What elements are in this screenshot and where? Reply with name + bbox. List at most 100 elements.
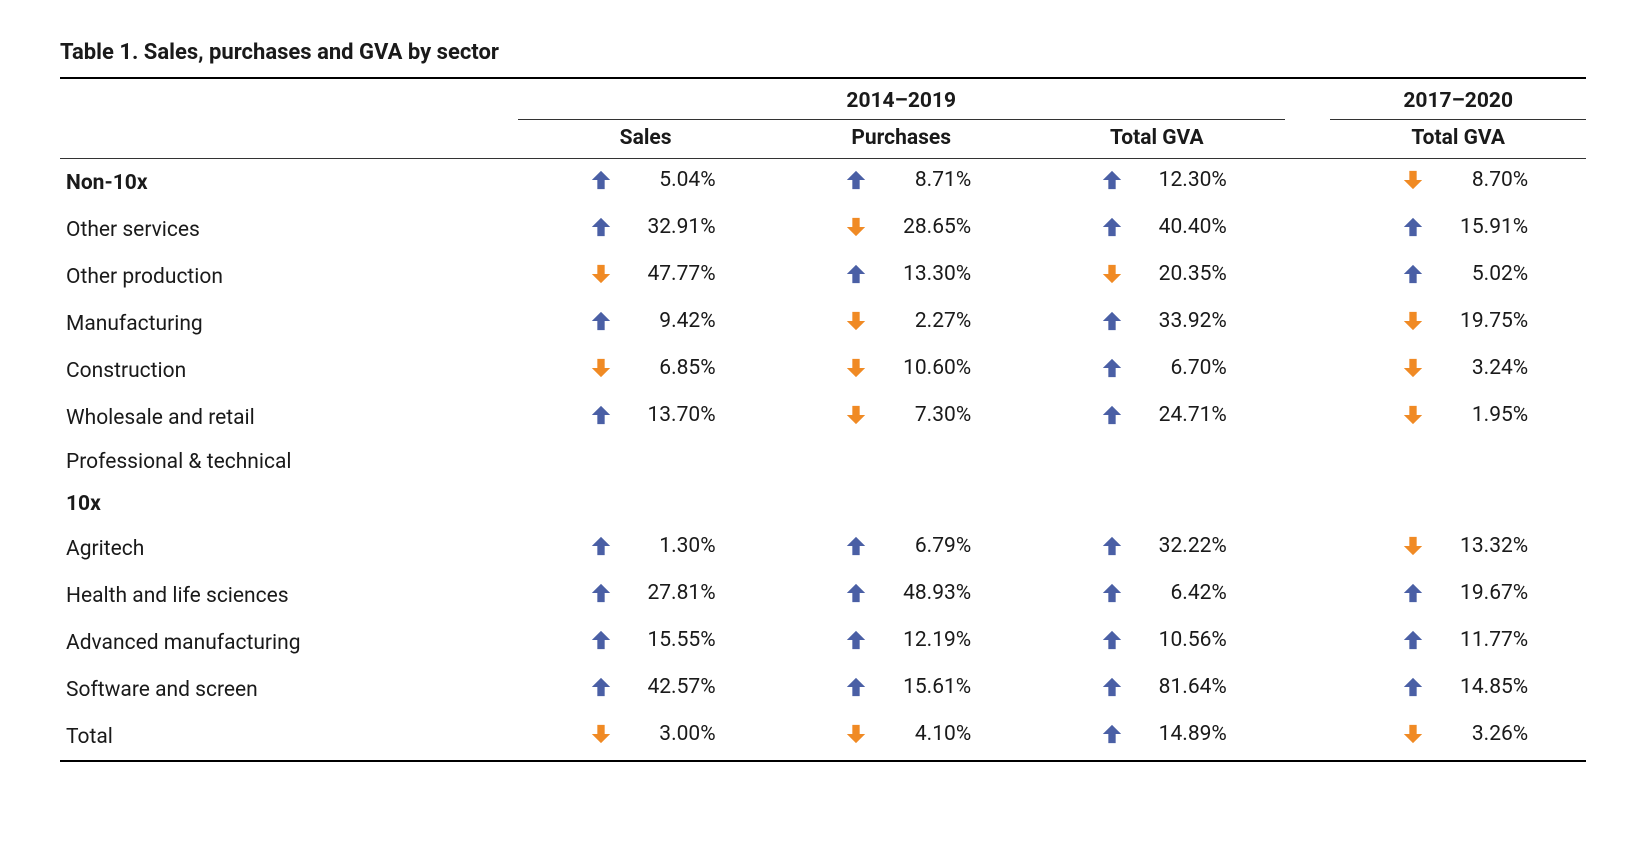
cell-sales: 15.55% bbox=[518, 619, 774, 666]
header-sector-blank bbox=[60, 120, 518, 159]
table-body: Non-10x5.04%8.71%12.30%8.70%Other servic… bbox=[60, 159, 1586, 762]
cell-gva-b: 14.85% bbox=[1330, 666, 1586, 713]
arrow-down-icon bbox=[1402, 169, 1424, 191]
cell-gva-b: 15.91% bbox=[1330, 206, 1586, 253]
cell-gva_a: 33.92% bbox=[1029, 300, 1285, 347]
arrow-down-icon bbox=[845, 404, 867, 426]
cell-purchases: 15.61% bbox=[773, 666, 1029, 713]
header-blank bbox=[60, 78, 518, 120]
row-spacer bbox=[1285, 394, 1331, 441]
cell-purchases: 13.30% bbox=[773, 253, 1029, 300]
arrow-up-icon bbox=[1101, 676, 1123, 698]
cell-gva-b: 19.67% bbox=[1330, 572, 1586, 619]
cell-value: 3.26% bbox=[1440, 722, 1528, 746]
row-spacer bbox=[1285, 713, 1331, 761]
row-spacer bbox=[1285, 347, 1331, 394]
row-spacer bbox=[1285, 253, 1331, 300]
arrow-up-icon bbox=[845, 169, 867, 191]
table-row: Other services32.91%28.65%40.40%15.91% bbox=[60, 206, 1586, 253]
arrow-up-icon bbox=[590, 582, 612, 604]
table-row: Manufacturing9.42%2.27% 33.92% 19.75% bbox=[60, 300, 1586, 347]
cell-value: 3.24% bbox=[1440, 356, 1528, 380]
arrow-up-icon bbox=[845, 263, 867, 285]
cell-value: 4.10% bbox=[883, 722, 971, 746]
row-label: Wholesale and retail bbox=[60, 394, 518, 441]
cell-value: 13.32% bbox=[1440, 534, 1528, 558]
cell-value: 19.67% bbox=[1440, 581, 1528, 605]
cell-purchases: 10.60% bbox=[773, 347, 1029, 394]
cell-value: 10.56% bbox=[1139, 628, 1227, 652]
cell-gva_a: 32.22% bbox=[1029, 525, 1285, 572]
arrow-up-icon bbox=[1101, 310, 1123, 332]
cell-value: 15.61% bbox=[883, 675, 971, 699]
cell-gva_a: 14.89% bbox=[1029, 713, 1285, 761]
cell-gva-b: 3.26% bbox=[1330, 713, 1586, 761]
header-gva-a: Total GVA bbox=[1029, 120, 1285, 159]
header-purchases: Purchases bbox=[773, 120, 1029, 159]
table-title: Table 1. Sales, purchases and GVA by sec… bbox=[60, 40, 1586, 65]
cell-purchases: 2.27% bbox=[773, 300, 1029, 347]
row-label: Total bbox=[60, 713, 518, 761]
cell-sales: 3.00% bbox=[518, 713, 774, 761]
cell-value: 1.95% bbox=[1440, 403, 1528, 427]
arrow-up-icon bbox=[590, 535, 612, 557]
cell-value: 28.65% bbox=[883, 215, 971, 239]
cell-value: 13.30% bbox=[883, 262, 971, 286]
arrow-down-icon bbox=[1101, 263, 1123, 285]
cell-value: 20.35% bbox=[1139, 262, 1227, 286]
arrow-up-icon bbox=[1101, 629, 1123, 651]
cell-sales bbox=[518, 483, 774, 525]
cell-gva-b: 11.77% bbox=[1330, 619, 1586, 666]
cell-value: 40.40% bbox=[1139, 215, 1227, 239]
cell-value: 48.93% bbox=[883, 581, 971, 605]
cell-value: 5.04% bbox=[628, 168, 716, 192]
cell-value: 5.02% bbox=[1440, 262, 1528, 286]
arrow-up-icon bbox=[590, 404, 612, 426]
cell-gva-b: 5.02% bbox=[1330, 253, 1586, 300]
cell-gva-b: 1.95% bbox=[1330, 394, 1586, 441]
row-spacer bbox=[1285, 666, 1331, 713]
cell-gva_a: 40.40% bbox=[1029, 206, 1285, 253]
cell-value: 12.30% bbox=[1139, 168, 1227, 192]
cell-value: 12.19% bbox=[883, 628, 971, 652]
arrow-down-icon bbox=[845, 216, 867, 238]
cell-value: 8.70% bbox=[1440, 168, 1528, 192]
cell-purchases: 6.79% bbox=[773, 525, 1029, 572]
header-spacer bbox=[1285, 78, 1331, 120]
arrow-up-icon bbox=[1101, 357, 1123, 379]
arrow-up-icon bbox=[1101, 582, 1123, 604]
table-row: Non-10x5.04%8.71%12.30%8.70% bbox=[60, 159, 1586, 207]
arrow-down-icon bbox=[845, 310, 867, 332]
cell-purchases bbox=[773, 483, 1029, 525]
arrow-up-icon bbox=[1101, 169, 1123, 191]
cell-value: 6.70% bbox=[1139, 356, 1227, 380]
cell-purchases: 48.93% bbox=[773, 572, 1029, 619]
arrow-down-icon bbox=[1402, 310, 1424, 332]
arrow-down-icon bbox=[1402, 535, 1424, 557]
row-spacer bbox=[1285, 441, 1331, 483]
cell-value: 32.22% bbox=[1139, 534, 1227, 558]
arrow-up-icon bbox=[590, 216, 612, 238]
table-row: Professional & technical bbox=[60, 441, 1586, 483]
table-row: Advanced manufacturing15.55%12.19%10.56%… bbox=[60, 619, 1586, 666]
arrow-down-icon bbox=[1402, 404, 1424, 426]
cell-purchases: 7.30% bbox=[773, 394, 1029, 441]
arrow-up-icon bbox=[1402, 216, 1424, 238]
table-row: Construction6.85%10.60%6.70%3.24% bbox=[60, 347, 1586, 394]
row-label: Health and life sciences bbox=[60, 572, 518, 619]
cell-value: 81.64% bbox=[1139, 675, 1227, 699]
cell-value: 13.70% bbox=[628, 403, 716, 427]
header-sales: Sales bbox=[518, 120, 774, 159]
cell-gva-b: 8.70% bbox=[1330, 159, 1586, 207]
row-label: Manufacturing bbox=[60, 300, 518, 347]
cell-gva-b: 19.75% bbox=[1330, 300, 1586, 347]
row-label: Other services bbox=[60, 206, 518, 253]
arrow-up-icon bbox=[590, 310, 612, 332]
cell-gva_a: 20.35% bbox=[1029, 253, 1285, 300]
cell-value: 6.79% bbox=[883, 534, 971, 558]
cell-value: 33.92% bbox=[1139, 309, 1227, 333]
row-spacer bbox=[1285, 619, 1331, 666]
cell-sales: 9.42% bbox=[518, 300, 774, 347]
cell-value: 19.75% bbox=[1440, 309, 1528, 333]
table-row: Agritech1.30%6.79%32.22%13.32% bbox=[60, 525, 1586, 572]
